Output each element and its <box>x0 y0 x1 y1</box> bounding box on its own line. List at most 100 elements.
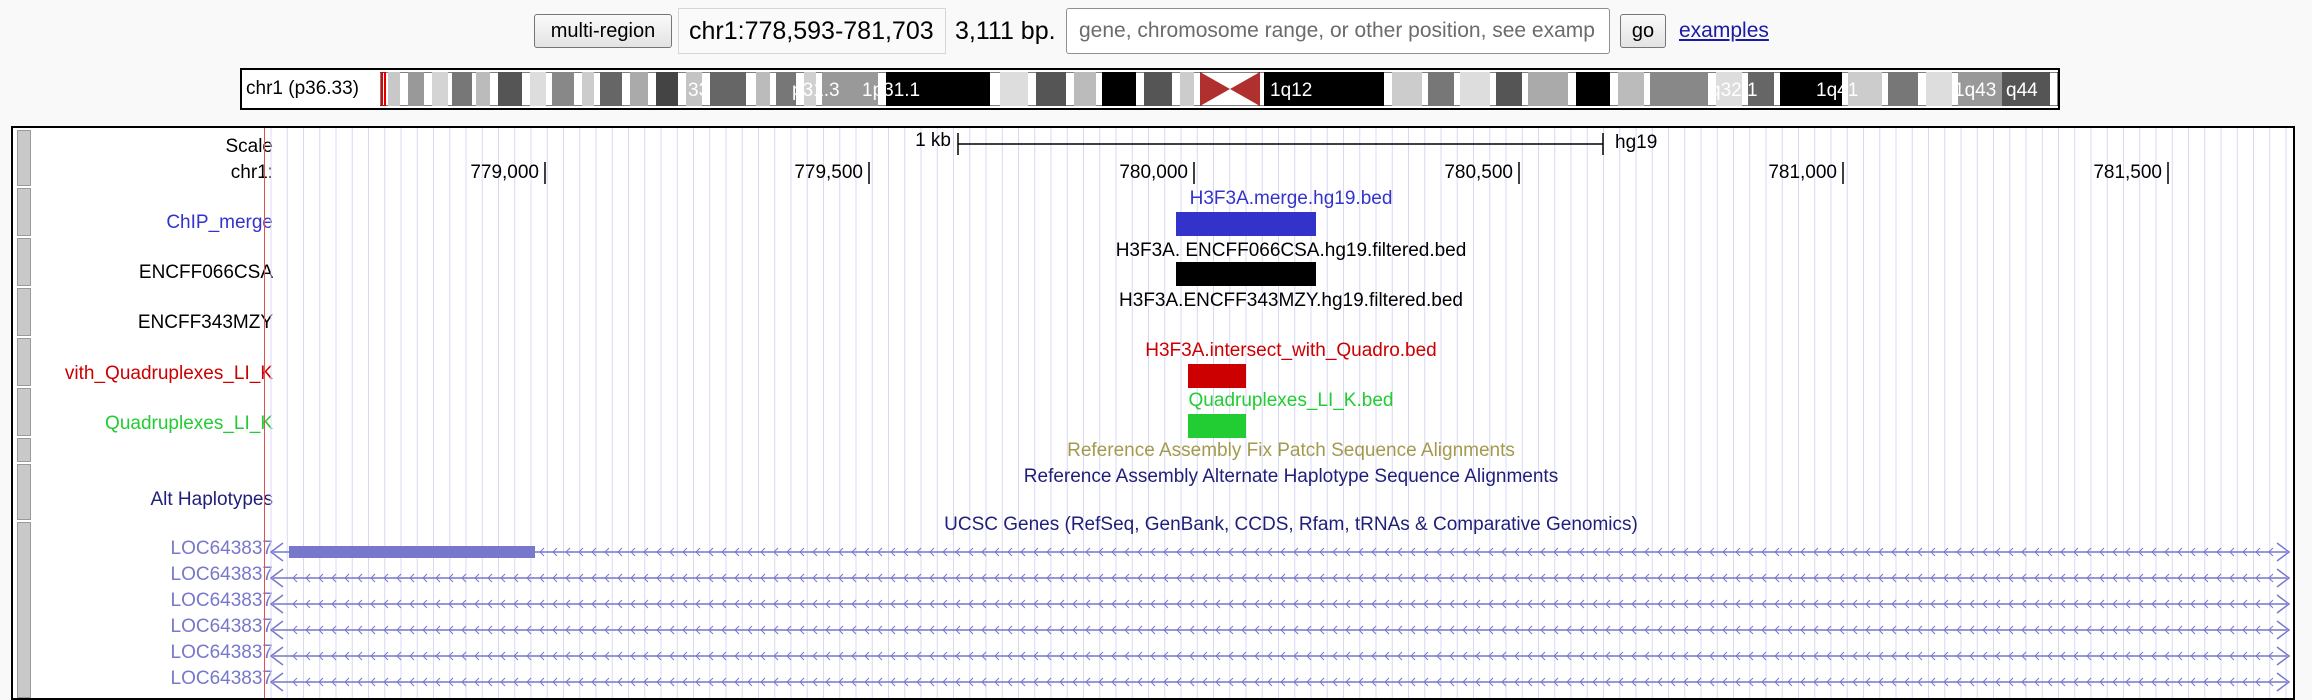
gene-label[interactable]: LOC643837 <box>170 616 273 637</box>
track-data-area[interactable]: 1 kb hg19 779,000 779,500 780,000 780,50… <box>265 128 2293 698</box>
strand-chevron <box>1449 573 1455 583</box>
strand-chevron <box>1059 573 1065 583</box>
strand-chevron <box>1189 625 1195 635</box>
strand-chevron <box>1176 625 1182 635</box>
strand-chevron <box>604 547 610 557</box>
strand-chevron <box>513 625 519 635</box>
alt-haplotypes-track-handle[interactable] <box>17 464 31 520</box>
multi-region-button[interactable]: multi-region <box>534 14 672 48</box>
strand-chevron <box>1254 625 1260 635</box>
encff343mzy-track-handle[interactable] <box>17 288 31 336</box>
strand-chevron <box>1501 599 1507 609</box>
quadruplexes-track-handle[interactable] <box>17 388 31 436</box>
gene-label[interactable]: LOC643837 <box>170 590 273 611</box>
strand-chevron <box>851 547 857 557</box>
window-left-edge-marker <box>264 128 265 698</box>
examples-link[interactable]: examples <box>1679 19 1769 42</box>
strand-chevron <box>1826 677 1832 687</box>
strand-chevron <box>903 677 909 687</box>
strand-chevron <box>2164 599 2170 609</box>
strand-chevron <box>1202 599 1208 609</box>
strand-chevron <box>708 677 714 687</box>
ucsc-genes-track-handle[interactable] <box>17 522 31 698</box>
gene-label[interactable]: LOC643837 <box>170 538 273 559</box>
intersect-track-handle[interactable] <box>17 338 31 386</box>
strand-chevron <box>539 651 545 661</box>
gene-label[interactable]: LOC643837 <box>170 642 273 663</box>
strand-chevron <box>1735 573 1741 583</box>
strand-chevron <box>1787 651 1793 661</box>
strand-chevron <box>1956 599 1962 609</box>
strand-chevron <box>1306 677 1312 687</box>
strand-chevron <box>2021 651 2027 661</box>
strand-chevron <box>1956 547 1962 557</box>
quadruplexes-feature[interactable] <box>1188 414 1246 438</box>
strand-chevron <box>1800 677 1806 687</box>
encff343mzy-track-label[interactable]: ENCFF343MZY <box>137 312 273 333</box>
strand-chevron <box>1410 625 1416 635</box>
strand-chevron <box>1956 573 1962 583</box>
strand-chevron <box>734 599 740 609</box>
strand-chevron <box>1891 625 1897 635</box>
alt-haplotypes-track-label[interactable]: Alt Haplotypes <box>150 489 273 510</box>
strand-chevron <box>1189 651 1195 661</box>
encff066csa-track-handle[interactable] <box>17 238 31 286</box>
strand-chevron <box>1462 677 1468 687</box>
strand-chevron <box>968 599 974 609</box>
intersect-track-label[interactable]: vith_Quadruplexes_LI_K <box>64 363 273 384</box>
chromosome-ideogram[interactable]: chr1 (p36.33) <box>240 68 2060 110</box>
strand-chevron <box>1033 625 1039 635</box>
strand-chevron <box>435 599 441 609</box>
strand-chevron <box>1722 547 1728 557</box>
strand-chevron <box>500 677 506 687</box>
strand-chevron <box>383 625 389 635</box>
quadruplexes-track-label[interactable]: Quadruplexes_LI_K <box>105 413 273 434</box>
strand-chevron <box>344 599 350 609</box>
strand-chevron <box>799 599 805 609</box>
encff066csa-feature[interactable] <box>1176 262 1316 286</box>
strand-chevron <box>396 677 402 687</box>
chip-merge-track-handle[interactable] <box>17 188 31 236</box>
strand-chevron <box>1969 625 1975 635</box>
gene-label[interactable]: LOC643837 <box>170 668 273 689</box>
strand-chevron <box>643 599 649 609</box>
strand-chevron <box>1124 573 1130 583</box>
strand-chevron <box>1852 651 1858 661</box>
position-search-input[interactable] <box>1066 8 1610 54</box>
strand-chevron <box>1501 651 1507 661</box>
strand-chevron <box>1605 547 1611 557</box>
strand-chevron <box>604 677 610 687</box>
strand-chevron <box>305 599 311 609</box>
genome-browser-track-panel[interactable]: Scale chr1: ChIP_merge ENCFF066CSA ENCFF… <box>11 126 2295 700</box>
encff066csa-track-label[interactable]: ENCFF066CSA <box>138 262 273 283</box>
strand-chevron <box>344 677 350 687</box>
strand-chevron <box>1657 677 1663 687</box>
strand-chevron <box>799 625 805 635</box>
strand-chevron <box>1436 599 1442 609</box>
chip-merge-feature[interactable] <box>1176 212 1316 236</box>
strand-chevron <box>786 651 792 661</box>
strand-chevron <box>656 573 662 583</box>
strand-chevron <box>1774 625 1780 635</box>
strand-chevron <box>1566 651 1572 661</box>
gene-label[interactable]: LOC643837 <box>170 564 273 585</box>
strand-chevron <box>812 599 818 609</box>
strand-chevron <box>2125 547 2131 557</box>
fix-patch-track-handle[interactable] <box>17 438 31 462</box>
gene-exon <box>289 546 535 558</box>
strand-chevron <box>1384 547 1390 557</box>
strand-chevron <box>500 573 506 583</box>
band-label-33: 33 <box>688 80 709 101</box>
intersect-feature[interactable] <box>1188 364 1246 388</box>
strand-chevron <box>1332 677 1338 687</box>
strand-chevron <box>1007 573 1013 583</box>
gene-models[interactable] <box>265 538 2293 698</box>
strand-chevron <box>2203 677 2209 687</box>
ruler-track-handle[interactable] <box>17 130 31 186</box>
go-button[interactable]: go <box>1620 14 1666 48</box>
chip-merge-track-label[interactable]: ChIP_merge <box>166 212 273 233</box>
strand-chevron <box>2151 547 2157 557</box>
strand-chevron <box>500 651 506 661</box>
strand-chevron <box>2255 625 2261 635</box>
strand-chevron <box>721 573 727 583</box>
